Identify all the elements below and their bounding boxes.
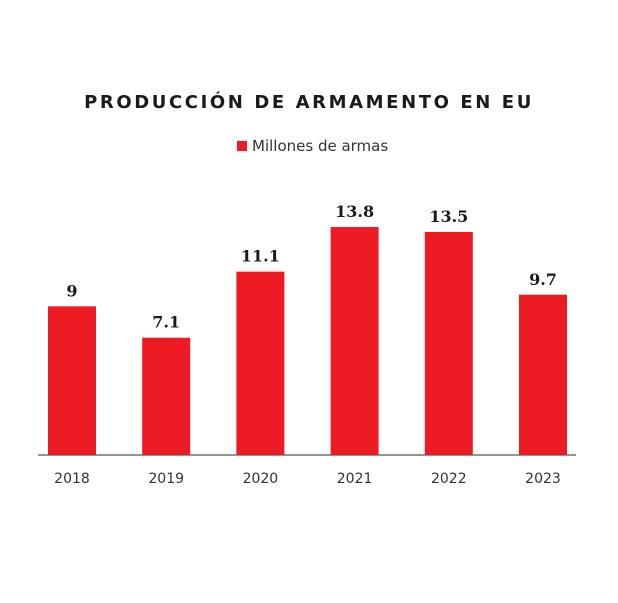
value-label-2022: 13.5 — [429, 207, 468, 226]
bar-2021 — [330, 227, 379, 455]
bar-2023 — [519, 294, 567, 455]
legend-swatch — [237, 141, 247, 151]
bar-2018 — [48, 306, 96, 455]
x-tick-label-2018: 2018 — [54, 471, 90, 487]
legend: Millones de armas — [237, 136, 388, 156]
value-label-2021: 13.8 — [335, 202, 374, 221]
value-label-2020: 11.1 — [241, 247, 280, 266]
value-label-2023: 9.7 — [529, 270, 557, 289]
bar-2020 — [236, 271, 285, 455]
chart-title: PRODUCCIÓN DE ARMAMENTO EN EU — [84, 92, 534, 113]
x-tick-label-2023: 2023 — [525, 471, 561, 487]
value-label-2019: 7.1 — [152, 313, 180, 332]
x-tick-label-2019: 2019 — [148, 471, 184, 487]
legend-label: Millones de armas — [252, 137, 389, 155]
x-tick-label-2021: 2021 — [337, 471, 373, 487]
bar-2019 — [142, 337, 191, 455]
x-tick-label-2020: 2020 — [243, 471, 279, 487]
value-label-2018: 9 — [66, 281, 77, 300]
bar-2022 — [424, 231, 473, 455]
x-tick-label-2022: 2022 — [431, 471, 467, 487]
